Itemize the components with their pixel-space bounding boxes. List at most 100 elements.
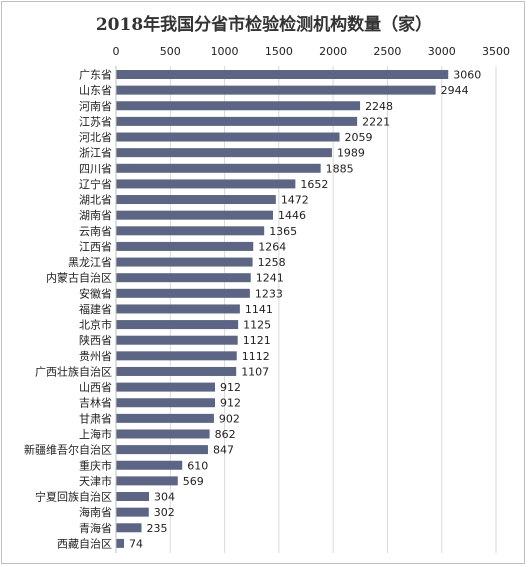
data-labels: 3060 2944 2248 2221 2059 1989 1885 1652 1472 1446… xyxy=(129,69,481,551)
data-label: 2221 xyxy=(362,115,390,128)
bar xyxy=(116,492,150,502)
y-category-label: 云南省 xyxy=(79,225,112,238)
data-label: 1233 xyxy=(255,287,283,300)
y-category-label: 宁夏回族自治区 xyxy=(35,490,112,504)
x-axis-tick-labels: 0 500 1000 1500 2000 2500 3000 3500 xyxy=(113,45,511,58)
data-label: 1241 xyxy=(256,272,284,285)
y-category-label: 湖南省 xyxy=(79,209,112,222)
y-axis-category-labels: 广东省山东省河南省江苏省河北省浙江省四川省辽宁省湖北省湖南省云南省江西省黑龙江省… xyxy=(24,69,112,551)
bar xyxy=(116,85,436,95)
data-label: 1125 xyxy=(243,319,271,332)
data-label: 1112 xyxy=(242,350,270,363)
data-label: 1258 xyxy=(258,256,286,269)
data-label: 302 xyxy=(154,506,175,519)
data-label: 1141 xyxy=(245,303,273,316)
bar xyxy=(116,101,361,111)
data-label: 569 xyxy=(183,475,204,488)
x-tick-label: 1000 xyxy=(211,45,239,58)
bar xyxy=(116,304,240,314)
x-tick-label: 3500 xyxy=(482,45,510,58)
y-category-label: 青海省 xyxy=(79,521,112,535)
y-category-label: 湖北省 xyxy=(79,194,112,207)
y-category-label: 天津市 xyxy=(79,474,112,488)
bar xyxy=(116,132,340,142)
x-tick-label: 3000 xyxy=(428,45,456,58)
y-category-label: 新疆维吾尔自治区 xyxy=(24,443,112,457)
data-label: 862 xyxy=(215,428,236,441)
bar xyxy=(116,148,332,158)
y-category-label: 贵州省 xyxy=(79,350,112,363)
data-label: 1989 xyxy=(337,147,365,160)
bar xyxy=(116,460,183,470)
bar xyxy=(116,241,254,251)
y-category-label: 吉林省 xyxy=(79,396,112,410)
data-label: 1446 xyxy=(278,209,306,222)
bar xyxy=(116,70,449,79)
bar xyxy=(116,476,178,486)
bar xyxy=(116,116,358,126)
y-category-label: 山东省 xyxy=(79,84,112,97)
bar xyxy=(116,335,238,345)
bar xyxy=(116,507,149,517)
x-tick-label: 2500 xyxy=(373,45,401,58)
bar xyxy=(116,445,208,455)
y-category-label: 内蒙古自治区 xyxy=(46,271,112,285)
bar xyxy=(116,257,253,267)
y-category-label: 安徽省 xyxy=(79,286,112,300)
bar xyxy=(116,163,321,173)
bar xyxy=(116,210,273,220)
bar xyxy=(116,366,237,376)
data-label: 2248 xyxy=(365,100,393,113)
y-category-label: 广西壮族自治区 xyxy=(35,364,112,378)
data-label: 1472 xyxy=(281,194,309,207)
bar xyxy=(116,226,265,236)
x-tick-label: 500 xyxy=(160,45,181,58)
chart-title: 2018年我国分省市检验检测机构数量（家） xyxy=(95,15,433,35)
data-label: 2944 xyxy=(441,84,469,97)
y-category-label: 北京市 xyxy=(79,318,112,332)
data-label: 1264 xyxy=(258,240,286,253)
data-label: 1121 xyxy=(243,334,271,347)
data-label: 1107 xyxy=(241,365,269,378)
x-tick-label: 1500 xyxy=(265,45,293,58)
bar xyxy=(116,179,296,189)
y-category-label: 广东省 xyxy=(79,69,112,82)
y-category-label: 黑龙江省 xyxy=(68,256,112,269)
data-label: 74 xyxy=(129,537,143,550)
y-category-label: 甘肃省 xyxy=(79,412,112,425)
y-category-label: 辽宁省 xyxy=(79,177,112,191)
data-label: 912 xyxy=(220,397,241,410)
bars xyxy=(116,70,449,548)
data-label: 847 xyxy=(213,444,234,457)
y-category-label: 四川省 xyxy=(79,162,112,175)
x-tick-label: 2000 xyxy=(319,45,347,58)
data-label: 235 xyxy=(147,522,168,535)
data-label: 1885 xyxy=(326,162,354,175)
y-category-label: 上海市 xyxy=(79,427,112,441)
bar xyxy=(116,382,216,392)
data-label: 610 xyxy=(187,459,208,472)
bar xyxy=(116,398,216,408)
data-label: 3060 xyxy=(453,69,481,82)
data-label: 912 xyxy=(220,381,241,394)
data-label: 1365 xyxy=(269,225,297,238)
bar xyxy=(116,413,214,423)
y-category-label: 重庆市 xyxy=(79,458,112,472)
y-category-label: 山西省 xyxy=(79,381,112,394)
bar xyxy=(116,273,251,283)
y-category-label: 陕西省 xyxy=(79,333,112,347)
y-category-label: 河南省 xyxy=(79,100,112,113)
gridlines xyxy=(169,66,497,553)
y-category-label: 西藏自治区 xyxy=(57,536,112,550)
data-label: 1652 xyxy=(300,178,328,191)
bar xyxy=(116,429,210,439)
x-tick-label: 0 xyxy=(113,45,120,58)
y-category-label: 河北省 xyxy=(79,131,112,144)
data-label: 304 xyxy=(154,491,175,504)
bar xyxy=(116,195,276,205)
y-category-label: 江苏省 xyxy=(79,115,112,128)
y-category-label: 福建省 xyxy=(79,302,112,316)
bar xyxy=(116,320,239,330)
